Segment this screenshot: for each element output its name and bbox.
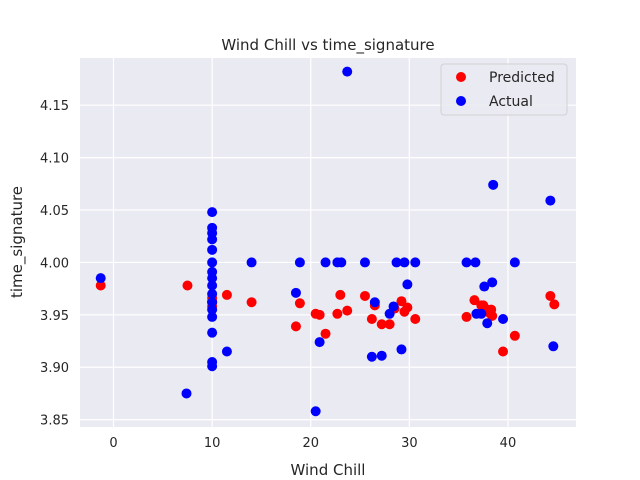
point-actual [366, 351, 377, 362]
point-predicted [487, 310, 498, 321]
point-actual [221, 346, 232, 357]
point-actual [310, 406, 321, 417]
y-tick-label: 3.90 [40, 361, 69, 376]
point-actual [402, 279, 413, 290]
point-actual [207, 304, 218, 315]
y-tick-label: 4.10 [40, 152, 69, 167]
point-actual [410, 257, 421, 268]
point-actual [207, 234, 218, 245]
point-actual [396, 344, 407, 355]
point-actual [391, 257, 402, 268]
point-actual [384, 308, 395, 319]
point-actual [290, 287, 301, 298]
point-actual [498, 314, 509, 325]
point-actual [545, 195, 556, 206]
legend-marker-predicted [456, 72, 466, 82]
x-tick-label: 30 [401, 436, 418, 451]
y-tick-label: 4.15 [40, 99, 69, 114]
point-actual [181, 388, 192, 399]
point-actual [388, 301, 399, 312]
point-predicted [498, 346, 509, 357]
point-predicted [290, 321, 301, 332]
x-tick-label: 10 [204, 436, 221, 451]
point-actual [95, 273, 106, 284]
point-predicted [246, 297, 257, 308]
point-actual [336, 257, 347, 268]
point-actual [476, 308, 487, 319]
point-predicted [342, 305, 353, 316]
point-predicted [221, 289, 232, 300]
point-actual [207, 361, 218, 372]
point-predicted [182, 280, 193, 291]
point-actual [399, 257, 410, 268]
point-predicted [402, 302, 413, 313]
data-points [95, 66, 560, 417]
point-predicted [359, 290, 370, 301]
point-predicted [376, 319, 387, 330]
point-predicted [320, 328, 331, 339]
point-actual [461, 257, 472, 268]
point-actual [207, 288, 218, 299]
x-tick-label: 40 [500, 436, 517, 451]
point-actual [509, 257, 520, 268]
legend-label-predicted: Predicted [489, 70, 555, 86]
point-predicted [509, 330, 520, 341]
point-predicted [314, 309, 325, 320]
point-actual [207, 257, 218, 268]
point-actual [320, 257, 331, 268]
point-actual [207, 297, 218, 308]
point-predicted [95, 280, 106, 291]
point-predicted [396, 296, 407, 307]
legend-label-actual: Actual [489, 94, 533, 110]
point-actual [207, 311, 218, 322]
point-predicted [366, 314, 377, 325]
point-actual [207, 273, 218, 284]
point-predicted [545, 290, 556, 301]
y-tick-label: 3.85 [40, 414, 69, 429]
point-predicted [469, 295, 480, 306]
point-predicted [461, 311, 472, 322]
point-actual [207, 207, 218, 218]
point-actual [359, 257, 370, 268]
y-tick-label: 3.95 [40, 309, 69, 324]
point-predicted [549, 299, 560, 310]
x-tick-label: 20 [302, 436, 319, 451]
point-actual [470, 257, 481, 268]
point-predicted [410, 314, 421, 325]
point-actual [207, 327, 218, 338]
point-actual [246, 257, 257, 268]
y-axis-label: time_signature [8, 186, 27, 298]
tick-labels: 0 10 20 30 40 3.85 3.90 3.95 4.00 4.05 4.10 4.15 [40, 99, 516, 451]
y-tick-label: 4.05 [40, 204, 69, 219]
point-predicted [332, 308, 343, 319]
point-predicted [294, 298, 305, 309]
point-actual [342, 66, 353, 77]
point-actual [314, 337, 325, 348]
plot-area [80, 58, 576, 427]
legend-box [440, 63, 568, 116]
point-actual [294, 257, 305, 268]
point-actual [376, 350, 387, 361]
point-actual [369, 297, 380, 308]
point-actual [207, 280, 218, 291]
point-actual [548, 341, 559, 352]
point-actual [487, 277, 498, 288]
x-tick-label: 0 [109, 436, 117, 451]
chart-title: Wind Chill vs time_signature [221, 36, 434, 55]
y-tick-label: 4.00 [40, 256, 69, 271]
legend-marker-actual [456, 96, 466, 106]
x-axis-label: Wind Chill [291, 461, 366, 479]
legend: Predicted Actual [440, 63, 568, 116]
point-actual [207, 244, 218, 255]
point-predicted [384, 319, 395, 330]
point-actual [479, 281, 490, 292]
point-actual [482, 318, 493, 329]
point-predicted [335, 289, 346, 300]
point-actual [488, 179, 499, 190]
